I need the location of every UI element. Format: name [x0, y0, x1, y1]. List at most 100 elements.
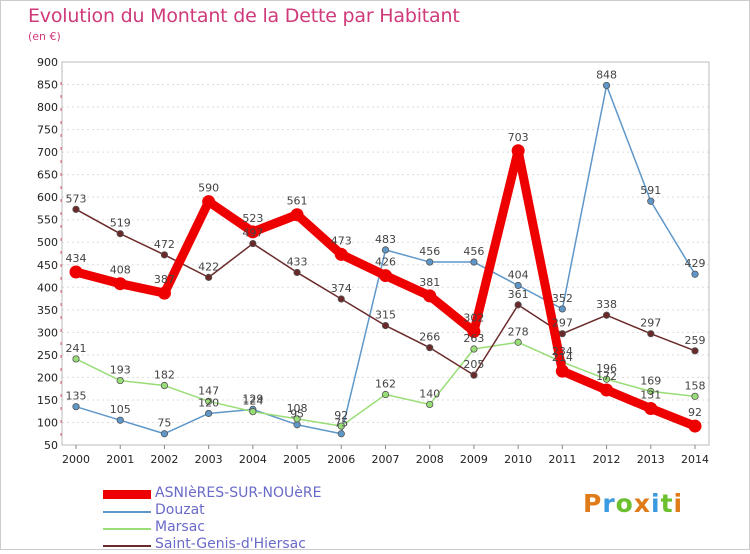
- axis-layer: 50 100 150 200 250 300 350 400 450 500 550 600 650 70…: [37, 56, 710, 466]
- data-label-douzat: 105: [110, 403, 131, 416]
- data-point-marsac: [249, 408, 257, 416]
- data-label-douzat: 95: [290, 408, 304, 421]
- data-point-asni-res-sur-nou-re: [69, 265, 83, 279]
- data-label-douzat: 120: [198, 396, 219, 409]
- chart-title: Evolution du Montant de la Dette par Hab…: [28, 5, 460, 27]
- y-tick-label: 650: [37, 169, 58, 182]
- y-tick-label: 50: [44, 439, 58, 452]
- data-label-marsac: 182: [154, 369, 175, 382]
- data-label-douzat: 75: [157, 417, 171, 430]
- logo-letter: r: [602, 489, 616, 518]
- data-point-asni-res-sur-nou-re: [511, 144, 525, 158]
- data-point-douzat: [691, 270, 699, 278]
- data-point-saint-genis-d-hiersac: [160, 251, 169, 259]
- data-label-asni-res-sur-nou-re: 434: [66, 252, 87, 265]
- data-label-asni-res-sur-nou-re: 131: [640, 389, 661, 402]
- data-label-saint-genis-d-hiersac: 422: [198, 260, 219, 273]
- y-tick-label: 300: [37, 326, 58, 339]
- data-point-douzat: [470, 258, 478, 266]
- data-label-saint-genis-d-hiersac: 338: [596, 298, 617, 311]
- data-point-saint-genis-d-hiersac: [72, 205, 80, 213]
- data-point-asni-res-sur-nou-re: [113, 277, 127, 291]
- data-point-asni-res-sur-nou-re: [379, 269, 392, 283]
- data-point-asni-res-sur-nou-re: [644, 402, 658, 416]
- data-label-saint-genis-d-hiersac: 315: [375, 309, 396, 322]
- data-point-douzat: [602, 81, 611, 90]
- data-label-asni-res-sur-nou-re: 92: [688, 406, 702, 419]
- logo-letter: x: [633, 489, 651, 518]
- data-label-asni-res-sur-nou-re: 590: [198, 182, 219, 195]
- data-label-marsac: 158: [685, 379, 706, 392]
- y-tick-label: 150: [37, 394, 58, 407]
- y-tick-label: 500: [37, 236, 58, 249]
- x-tick-label: 2014: [681, 453, 709, 466]
- data-point-douzat: [381, 246, 390, 254]
- data-label-douzat: 848: [596, 68, 617, 81]
- y-tick-label: 600: [37, 191, 58, 204]
- data-point-marsac: [514, 338, 522, 346]
- data-point-douzat: [558, 305, 566, 313]
- data-point-marsac: [337, 422, 345, 430]
- data-point-marsac: [426, 400, 434, 409]
- data-point-douzat: [205, 409, 213, 418]
- legend-swatch-saint-genis: [103, 545, 151, 547]
- data-point-asni-res-sur-nou-re: [467, 324, 481, 338]
- x-tick-label: 2010: [504, 453, 532, 466]
- data-point-saint-genis-d-hiersac: [470, 371, 478, 379]
- data-point-asni-res-sur-nou-re: [246, 225, 260, 239]
- data-point-marsac: [160, 381, 169, 390]
- data-point-douzat: [426, 258, 434, 266]
- data-point-saint-genis-d-hiersac: [426, 344, 434, 352]
- data-label-asni-res-sur-nou-re: 214: [552, 351, 573, 364]
- y-tick-label: 450: [37, 259, 58, 272]
- y-tick-label: 750: [37, 124, 58, 137]
- data-point-asni-res-sur-nou-re: [202, 195, 216, 209]
- data-label-asni-res-sur-nou-re: 387: [154, 273, 175, 286]
- data-point-douzat: [72, 403, 80, 411]
- data-label-saint-genis-d-hiersac: 433: [287, 255, 308, 268]
- x-tick-label: 2001: [106, 453, 134, 466]
- data-label-saint-genis-d-hiersac: 573: [66, 192, 87, 205]
- data-label-marsac: 108: [287, 402, 308, 415]
- data-label-saint-genis-d-hiersac: 472: [154, 238, 175, 251]
- data-point-saint-genis-d-hiersac: [116, 230, 124, 238]
- data-label-douzat: 129: [242, 392, 263, 405]
- data-point-asni-res-sur-nou-re: [334, 247, 348, 261]
- logo-letter: i: [651, 489, 661, 518]
- data-label-asni-res-sur-nou-re: 523: [242, 212, 263, 225]
- legend-swatch-asnieres: [103, 490, 151, 499]
- logo-letter: P: [583, 489, 603, 518]
- data-label-layer: 4344083875905235614734263813027032141721…: [66, 68, 706, 429]
- y-tick-label: 700: [37, 146, 58, 159]
- data-label-saint-genis-d-hiersac: 374: [331, 282, 352, 295]
- x-tick-label: 2005: [283, 453, 311, 466]
- data-point-asni-res-sur-nou-re: [423, 289, 437, 303]
- data-point-saint-genis-d-hiersac: [381, 321, 390, 330]
- x-tick-label: 2013: [637, 453, 665, 466]
- data-label-asni-res-sur-nou-re: 426: [375, 256, 396, 269]
- data-point-douzat: [647, 197, 655, 205]
- y-tick-label: 800: [37, 101, 58, 114]
- x-tick-label: 2002: [150, 453, 178, 466]
- y-tick-label: 350: [37, 304, 58, 317]
- x-tick-label: 2011: [548, 453, 576, 466]
- data-point-asni-res-sur-nou-re: [600, 383, 614, 397]
- data-point-douzat: [337, 430, 345, 438]
- data-label-asni-res-sur-nou-re: 172: [596, 370, 617, 383]
- data-point-saint-genis-d-hiersac: [602, 311, 611, 319]
- data-label-asni-res-sur-nou-re: 381: [419, 276, 440, 289]
- data-label-marsac: 263: [463, 332, 484, 345]
- data-label-marsac: 241: [66, 342, 87, 355]
- data-label-marsac: 162: [375, 378, 396, 391]
- data-label-marsac: 196: [596, 362, 617, 375]
- data-label-marsac: 124: [242, 395, 263, 408]
- y-tick-label: 100: [37, 416, 58, 429]
- data-point-marsac: [691, 392, 699, 400]
- data-point-asni-res-sur-nou-re: [555, 364, 569, 378]
- data-label-asni-res-sur-nou-re: 703: [508, 131, 529, 144]
- legend-swatch-douzat: [103, 511, 151, 513]
- x-tick-label: 2008: [416, 453, 444, 466]
- data-label-douzat: 591: [640, 184, 661, 197]
- data-label-marsac: 234: [552, 345, 573, 358]
